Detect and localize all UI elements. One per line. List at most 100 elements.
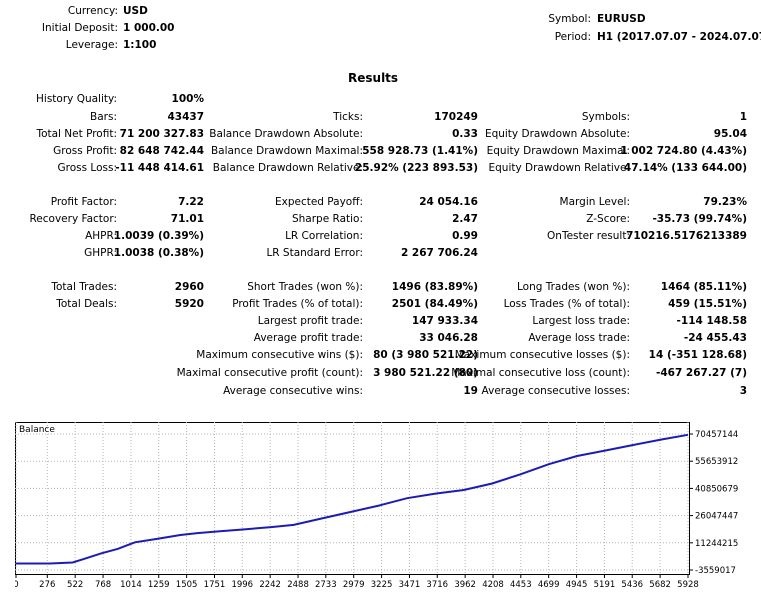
x-tick-label: 0 xyxy=(15,580,19,590)
stat-label: Profit Factor: xyxy=(50,196,117,208)
y-tick-label: 26047447 xyxy=(695,512,738,522)
stat-value: 710216.5176213389 xyxy=(626,230,747,242)
stat-label: OnTester result: xyxy=(547,230,630,242)
stat-value: 3 980 521.22 (80) xyxy=(373,367,478,379)
stat-value: 33 046.28 xyxy=(419,332,478,344)
x-tick-label: 522 xyxy=(67,580,83,590)
stat-label: Maximum consecutive losses ($): xyxy=(454,349,630,361)
stat-value: 14 (-351 128.68) xyxy=(648,349,747,361)
stat-label: Average consecutive losses: xyxy=(481,385,630,397)
stat-value: -11 448 414.61 xyxy=(115,162,204,174)
stat-value: 1 xyxy=(739,111,747,123)
y-tick-label: 70457144 xyxy=(695,430,738,440)
stat-label: Equity Drawdown Relative: xyxy=(488,162,630,174)
stat-value: 95.04 xyxy=(713,128,747,140)
stat-label: Profit Trades (% of total): xyxy=(232,298,363,310)
stat-value: -35.73 (99.74%) xyxy=(652,213,747,225)
stat-label: Equity Drawdown Absolute: xyxy=(484,128,630,140)
stat-value: 100% xyxy=(171,93,204,105)
x-tick-label: 4699 xyxy=(538,580,560,590)
x-tick-label: 5928 xyxy=(677,580,699,590)
stat-label: Long Trades (won %): xyxy=(516,281,630,293)
stat-value: 80 (3 980 521.22) xyxy=(373,349,478,361)
x-tick-label: 4945 xyxy=(566,580,588,590)
results-title: Results xyxy=(348,71,399,85)
stat-value: 43437 xyxy=(167,111,204,123)
stat-value: 1 002 724.80 (4.43%) xyxy=(620,145,747,157)
x-tick-label: 5436 xyxy=(621,580,643,590)
period-value: H1 (2017.07.07 - 2024.07.07) xyxy=(597,31,761,43)
stat-value: 170249 xyxy=(434,111,478,123)
symbol-label: Symbol: xyxy=(548,13,591,25)
stat-value: 79.23% xyxy=(703,196,747,208)
stat-label: Maximum consecutive wins ($): xyxy=(196,349,363,361)
stat-label: Recovery Factor: xyxy=(29,213,117,225)
x-axis-ticks: 0 276 522 768 1014 1259 1505 1751 1996 2242 2488 27… xyxy=(15,574,699,590)
currency-value: USD xyxy=(123,5,148,17)
stat-label: Total Deals: xyxy=(56,298,117,310)
stat-value: 1.0038 (0.38%) xyxy=(113,247,204,259)
stat-value: 2 267 706.24 xyxy=(400,247,478,259)
balance-chart: Balance 70457144 55653912 40850679 26047447… xyxy=(15,422,738,590)
stat-label: Expected Payoff: xyxy=(274,196,363,208)
x-tick-label: 3962 xyxy=(454,580,476,590)
initial-deposit-label: Initial Deposit: xyxy=(41,22,118,34)
currency-label: Currency: xyxy=(67,5,118,17)
chart-grid xyxy=(15,422,689,574)
balance-series-line xyxy=(16,433,689,565)
x-tick-label: 1259 xyxy=(148,580,170,590)
x-tick-label: 2242 xyxy=(259,580,281,590)
stat-label: Symbols: xyxy=(581,111,630,123)
x-tick-label: 5682 xyxy=(649,580,671,590)
y-tick-label: -3559017 xyxy=(695,566,736,576)
stat-value: 71 200 327.83 xyxy=(119,128,204,140)
x-tick-label: 2733 xyxy=(315,580,337,590)
period-label: Period: xyxy=(554,31,591,43)
stat-label: Average consecutive wins: xyxy=(223,385,363,397)
stat-value: -467 267.27 (7) xyxy=(655,367,747,379)
y-tick-label: 11244215 xyxy=(695,539,738,549)
stat-value: 1464 (85.11%) xyxy=(660,281,747,293)
stat-label: Balance Drawdown Maximal: xyxy=(210,145,363,157)
x-tick-label: 276 xyxy=(39,580,55,590)
stat-label: Gross Profit: xyxy=(53,145,117,157)
stat-label: Average profit trade: xyxy=(253,332,363,344)
x-tick-label: 2979 xyxy=(343,580,365,590)
stat-label: History Quality: xyxy=(36,93,117,105)
y-tick-label: 55653912 xyxy=(695,457,738,467)
stat-value: 1496 (83.89%) xyxy=(391,281,478,293)
stat-value: 459 (15.51%) xyxy=(668,298,747,310)
leverage-label: Leverage: xyxy=(65,39,118,51)
stat-label: Bars: xyxy=(90,111,117,123)
stat-value: 0.99 xyxy=(452,230,478,242)
stat-value: 147 933.34 xyxy=(411,315,478,327)
stat-label: LR Correlation: xyxy=(285,230,363,242)
leverage-value: 1:100 xyxy=(123,39,157,51)
stat-label: Sharpe Ratio: xyxy=(291,213,363,225)
x-tick-label: 1996 xyxy=(231,580,253,590)
y-axis-ticks: 70457144 55653912 40850679 26047447 11244215… xyxy=(689,430,738,576)
stat-label: Loss Trades (% of total): xyxy=(503,298,630,310)
stat-value: 47.14% (133 644.00) xyxy=(623,162,747,174)
stat-label: Largest profit trade: xyxy=(257,315,363,327)
stat-label: Largest loss trade: xyxy=(532,315,630,327)
x-tick-label: 4453 xyxy=(510,580,532,590)
x-tick-label: 768 xyxy=(95,580,111,590)
stat-value: 2.47 xyxy=(452,213,478,225)
stat-value: 2960 xyxy=(174,281,204,293)
stat-label: Average loss trade: xyxy=(528,332,630,344)
stat-value: 25.92% (223 893.53) xyxy=(354,162,478,174)
stat-label: Gross Loss: xyxy=(57,162,118,174)
stat-label: Total Net Profit: xyxy=(36,128,117,140)
x-tick-label: 1014 xyxy=(120,580,142,590)
stat-value: 24 054.16 xyxy=(419,196,478,208)
stat-label: Maximal consecutive loss (count): xyxy=(451,367,630,379)
stat-label: LR Standard Error: xyxy=(266,247,363,259)
x-tick-label: 1505 xyxy=(176,580,198,590)
x-tick-label: 4208 xyxy=(482,580,504,590)
stat-value: 7.22 xyxy=(178,196,204,208)
stat-label: GHPR: xyxy=(84,247,117,259)
initial-deposit-value: 1 000.00 xyxy=(123,22,175,34)
symbol-value: EURUSD xyxy=(597,13,646,25)
stat-label: Equity Drawdown Maximal: xyxy=(486,145,630,157)
